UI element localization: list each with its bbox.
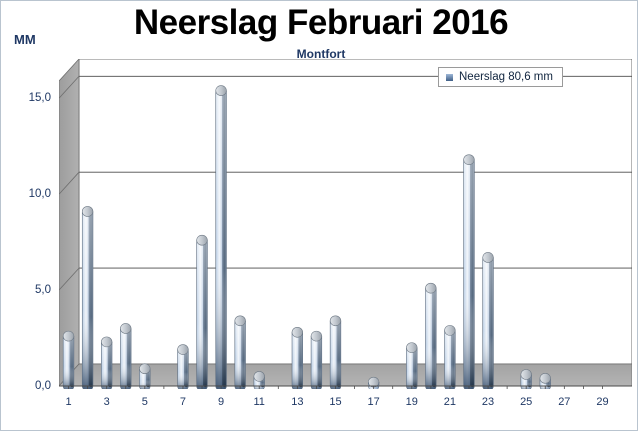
bar <box>234 315 246 389</box>
x-axis-tick-label: 13 <box>291 396 304 408</box>
chart-legend[interactable]: Neerslag 80,6 mm <box>438 67 563 87</box>
bar <box>329 315 342 389</box>
plot-area <box>59 59 632 389</box>
legend-label: Neerslag 80,6 mm <box>459 71 553 83</box>
bar <box>482 252 494 389</box>
x-axis-tick-label: 17 <box>367 396 380 408</box>
bar <box>406 342 418 389</box>
bar <box>444 325 456 389</box>
chart-svg <box>59 59 632 389</box>
y-axis-tick-label: 10,0 <box>28 188 51 201</box>
bar <box>62 330 75 389</box>
bar <box>463 154 475 389</box>
series-color-swatch <box>446 73 453 81</box>
bar <box>425 282 437 389</box>
bar <box>310 330 323 389</box>
y-axis-tick-label: 15,0 <box>28 92 51 105</box>
x-axis-tick-label: 27 <box>558 396 571 408</box>
bar <box>196 234 208 389</box>
x-axis-tick-label: 7 <box>179 396 186 408</box>
x-axis-tick-label: 23 <box>481 396 495 408</box>
x-axis-tick-label: 19 <box>405 396 418 408</box>
bar <box>139 363 151 389</box>
bar <box>120 323 132 389</box>
x-axis-labels: 1 3 5 7 9 11 13 15 17 19 21 23 25 27 29 <box>1 396 640 416</box>
x-axis-tick-label: 9 <box>218 396 225 408</box>
bar <box>101 336 113 389</box>
y-axis-unit-label: MM <box>14 32 36 47</box>
x-axis-tick-label: 1 <box>65 396 72 408</box>
x-axis-tick-label: 3 <box>103 396 110 408</box>
bar <box>291 326 304 389</box>
x-axis-tick-label: 15 <box>329 396 342 408</box>
x-axis-tick-label: 5 <box>141 396 148 408</box>
chart-title: Neerslag Februari 2016 <box>133 3 509 42</box>
x-axis-ticks <box>59 385 632 389</box>
x-axis-tick-label: 21 <box>443 396 457 408</box>
chart-subtitle: Montfort <box>296 47 346 61</box>
bar-series <box>62 85 551 389</box>
bar <box>81 206 94 389</box>
plot-walls <box>59 59 632 387</box>
bar <box>177 344 189 389</box>
y-axis-tick-label: 0,0 <box>35 380 51 392</box>
bar <box>215 85 227 389</box>
x-axis-tick-label: 29 <box>596 396 609 408</box>
y-axis-tick-label: 5,0 <box>35 284 51 297</box>
x-axis-tick-label: 25 <box>520 396 533 408</box>
bar <box>520 369 532 389</box>
x-axis-tick-label: 11 <box>253 396 265 408</box>
